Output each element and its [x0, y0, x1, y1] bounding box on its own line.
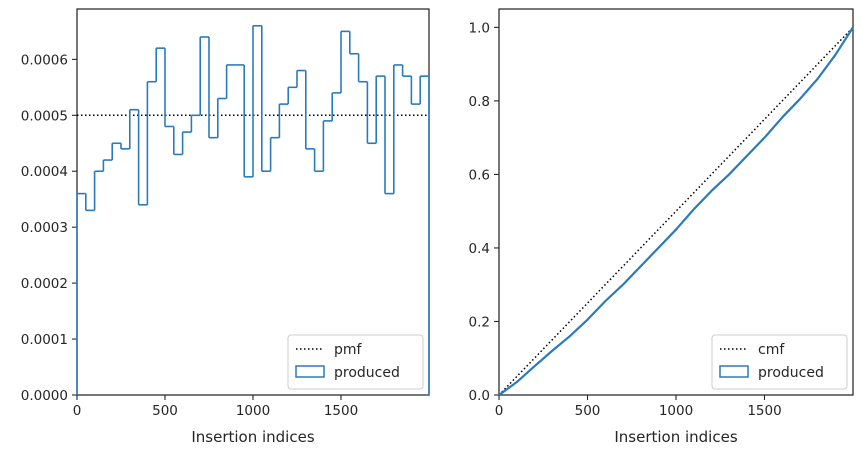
y-tick-label: 0.2	[469, 314, 490, 330]
legend-box	[287, 334, 424, 390]
legend-series-label: produced	[758, 365, 824, 381]
x-tick-label: 1500	[324, 403, 358, 419]
pmf-histogram-chart: 0 500 1000 1500 0.0000 0.0001 0.0002 0.0003 0.00…	[21, 8, 430, 446]
legend-reference-label: pmf	[334, 342, 363, 358]
y-tick-label: 1.0	[469, 20, 490, 36]
produced-line	[498, 26, 854, 396]
y-tick-label: 0.0003	[21, 220, 68, 236]
y-tick-label: 0.0002	[21, 276, 68, 292]
legend-box	[711, 334, 848, 390]
y-tick-label: 0.0004	[21, 164, 68, 180]
legend-reference-label: cmf	[758, 342, 785, 358]
y-tick-label: 0.0006	[21, 52, 68, 68]
x-tick-label: 0	[495, 403, 504, 419]
legend-series-label: produced	[334, 365, 400, 381]
x-tick-label: 500	[575, 403, 601, 419]
legend-series-swatch	[719, 365, 749, 378]
y-tick-label: 0.0	[469, 388, 490, 404]
cmf-reference-line	[498, 26, 854, 396]
y-tick-label: 0.0005	[21, 108, 68, 124]
y-tick-label: 0.4	[469, 241, 490, 257]
x-tick-label: 1000	[236, 403, 270, 419]
y-tick-label: 0.8	[469, 94, 490, 110]
cmf-line-chart: 0 500 1000 1500 0.0 0.2 0.4 0.6 0.8 1.0 Insertion …	[469, 8, 854, 446]
x-axis-label: Insertion indices	[191, 428, 314, 446]
x-axis-label: Insertion indices	[614, 428, 737, 446]
x-tick-label: 500	[152, 403, 178, 419]
y-tick-label: 0.0000	[21, 388, 68, 404]
y-tick-label: 0.6	[469, 167, 490, 183]
x-tick-label: 1000	[659, 403, 693, 419]
x-tick-label: 0	[73, 403, 82, 419]
y-tick-label: 0.0001	[21, 332, 68, 348]
x-tick-label: 1500	[747, 403, 781, 419]
legend-series-swatch	[295, 365, 325, 378]
